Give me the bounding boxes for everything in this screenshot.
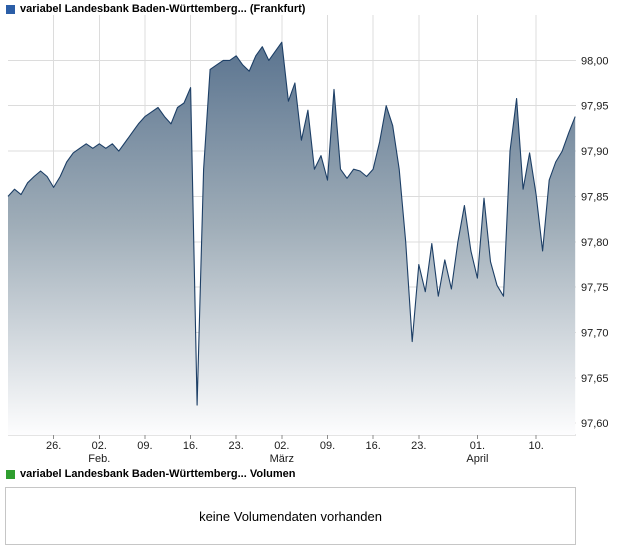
x-axis-label: 02. <box>92 440 107 452</box>
volume-empty-panel: keine Volumendaten vorhanden <box>5 487 576 545</box>
y-axis-label: 97,85 <box>581 191 609 203</box>
price-legend: variabel Landesbank Baden-Württemberg...… <box>6 3 305 15</box>
volume-legend-swatch <box>6 469 15 479</box>
month-label: Feb. <box>88 453 110 465</box>
price-chart[interactable]: 98,00 97,95 97,90 97,85 97,80 97,75 97,70 97,65… <box>0 0 620 470</box>
price-area <box>8 42 576 435</box>
month-label: April <box>466 453 488 465</box>
x-axis-labels: 26. 02. 09. 16. 23. 02. 09. 16. 23. 01. 10. Feb. Mär… <box>46 435 544 465</box>
y-axis-label: 97,80 <box>581 237 609 249</box>
x-axis-label: 16. <box>183 440 198 452</box>
y-axis-label: 98,00 <box>581 55 609 67</box>
x-axis-label: 23. <box>229 440 244 452</box>
y-axis-label: 97,65 <box>581 373 609 385</box>
month-label: März <box>270 453 294 465</box>
x-axis-label: 02. <box>274 440 289 452</box>
price-legend-swatch <box>6 4 15 14</box>
y-axis-label: 97,75 <box>581 282 609 294</box>
chart-title: variabel Landesbank Baden-Württemberg...… <box>20 3 306 15</box>
x-axis-label: 10. <box>528 440 543 452</box>
y-axis-label: 97,60 <box>581 418 609 430</box>
x-axis-label: 09. <box>320 440 335 452</box>
price-line <box>7 41 576 406</box>
x-axis-label: 23. <box>411 440 426 452</box>
y-axis-label: 97,90 <box>581 146 609 158</box>
volume-empty-message: keine Volumendaten vorhanden <box>199 508 382 524</box>
y-axis-labels: 98,00 97,95 97,90 97,85 97,80 97,75 97,70 97,65… <box>581 55 609 430</box>
x-axis-label: 09. <box>137 440 152 452</box>
x-axis-label: 26. <box>46 440 61 452</box>
volume-legend-label: variabel Landesbank Baden-Württemberg...… <box>20 468 296 480</box>
x-axis-label: 16. <box>365 440 380 452</box>
x-axis-label: 01. <box>470 440 485 452</box>
y-axis-label: 97,70 <box>581 327 609 339</box>
volume-legend: variabel Landesbank Baden-Württemberg...… <box>6 468 295 480</box>
y-axis-label: 97,95 <box>581 101 609 113</box>
